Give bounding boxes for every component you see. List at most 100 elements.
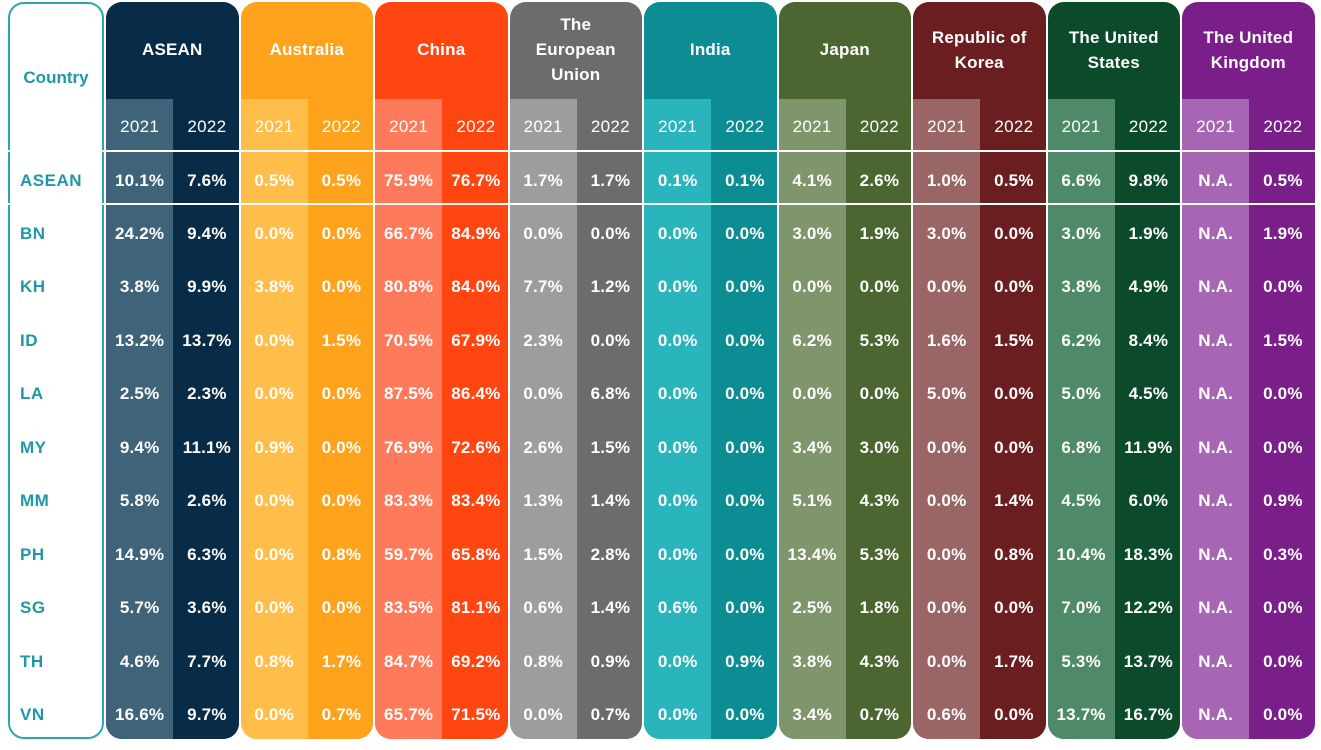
data-cell: 2.6% — [859, 171, 900, 190]
data-cell: 18.3% — [1123, 545, 1173, 564]
data-cell: 1.7% — [994, 652, 1034, 671]
data-cell: 0.7% — [859, 705, 900, 724]
year-band-2022-the-united-kingdom — [1249, 99, 1315, 739]
data-cell: 5.3% — [1061, 652, 1101, 671]
data-cell: 0.0% — [725, 277, 765, 296]
year-header-2021: 2021 — [927, 117, 967, 136]
data-cell: 0.5% — [321, 171, 362, 190]
data-cell: 69.2% — [451, 652, 501, 671]
data-cell: 0.0% — [321, 598, 362, 617]
year-header-2022: 2022 — [859, 117, 899, 136]
data-cell: 9.7% — [187, 705, 227, 724]
data-cell: 4.3% — [859, 491, 900, 510]
data-cell: 0.0% — [657, 705, 698, 724]
data-cell: 0.7% — [590, 705, 631, 724]
data-cell: 13.7% — [1123, 652, 1173, 671]
data-cell: 6.8% — [590, 384, 631, 403]
data-cell: 3.8% — [119, 277, 160, 296]
data-cell: 0.0% — [590, 331, 631, 350]
data-cell: 0.0% — [321, 277, 362, 296]
data-cell: 0.0% — [321, 384, 362, 403]
data-cell: 24.2% — [115, 224, 165, 243]
data-cell: 0.0% — [254, 224, 294, 243]
data-cell: 1.8% — [859, 598, 900, 617]
data-cell: 7.0% — [1061, 598, 1101, 617]
data-cell: 1.9% — [1263, 224, 1303, 243]
column-header-the-united-kingdom: The United Kingdom — [1203, 27, 1294, 72]
data-cell: 6.6% — [1061, 171, 1101, 190]
data-cell: 0.0% — [1263, 438, 1303, 457]
data-cell: 84.9% — [451, 224, 501, 243]
data-cell: 0.9% — [1263, 491, 1303, 510]
data-cell: 0.0% — [321, 438, 362, 457]
data-cell: 72.6% — [451, 438, 501, 457]
data-cell: 1.9% — [859, 224, 900, 243]
data-cell: 0.0% — [657, 224, 698, 243]
year-band-2021-the-united-kingdom — [1182, 99, 1250, 739]
row-label-la: LA — [20, 384, 44, 403]
data-cell: 3.4% — [792, 438, 832, 457]
data-cell: 0.0% — [859, 277, 900, 296]
data-cell: 0.1% — [657, 171, 698, 190]
row-label-id: ID — [20, 331, 38, 350]
column-header-the-european-union: The European Union — [535, 15, 616, 84]
year-band-2021-japan — [778, 99, 846, 739]
data-cell: 2.3% — [523, 331, 563, 350]
data-cell: 4.9% — [1128, 277, 1169, 296]
column-header-asean: ASEAN — [141, 40, 203, 59]
data-cell: 1.9% — [1128, 224, 1169, 243]
year-header-2021: 2021 — [658, 117, 698, 136]
data-cell: 0.5% — [1263, 171, 1303, 190]
data-cell: 83.3% — [384, 491, 434, 510]
data-cell: 76.7% — [451, 171, 501, 190]
data-cell: 0.0% — [657, 545, 698, 564]
data-cell: N.A. — [1198, 277, 1234, 296]
data-cell: 59.7% — [384, 545, 434, 564]
row-label-bn: BN — [20, 224, 46, 243]
data-cell: 1.5% — [321, 331, 362, 350]
data-cell: N.A. — [1198, 438, 1234, 457]
data-cell: 3.0% — [859, 438, 900, 457]
year-band-2021-republic-of-korea — [913, 99, 981, 739]
data-cell: 0.5% — [994, 171, 1034, 190]
data-cell: 0.0% — [994, 277, 1034, 296]
data-cell: 9.8% — [1128, 171, 1169, 190]
column-group-the-european-union — [509, 2, 642, 739]
data-cell: 0.0% — [725, 224, 765, 243]
country-column — [8, 2, 104, 739]
year-band-2022-republic-of-korea — [980, 99, 1046, 739]
data-cell: 1.4% — [590, 491, 631, 510]
data-cell: 84.0% — [451, 277, 501, 296]
data-cell: 0.0% — [725, 384, 765, 403]
data-cell: 0.0% — [254, 705, 294, 724]
data-cell: N.A. — [1198, 545, 1234, 564]
data-cell: 10.1% — [115, 171, 165, 190]
data-cell: 6.2% — [792, 331, 832, 350]
column-group-republic-of-korea — [913, 2, 1046, 739]
year-header-2021: 2021 — [523, 117, 563, 136]
data-cell: 6.0% — [1128, 491, 1169, 510]
column-header-the-united-states: The United States — [1068, 27, 1159, 72]
column-group-china — [375, 2, 508, 739]
data-cell: 1.7% — [321, 652, 362, 671]
data-cell: N.A. — [1198, 331, 1234, 350]
data-cell: 5.0% — [1061, 384, 1101, 403]
data-cell: 0.9% — [254, 438, 294, 457]
year-band-2022-china — [442, 99, 508, 739]
column-header-india: India — [689, 40, 731, 59]
data-cell: 1.5% — [523, 545, 563, 564]
data-cell: 0.3% — [1263, 545, 1303, 564]
data-cell: 0.0% — [1263, 277, 1303, 296]
data-cell: 14.9% — [115, 545, 165, 564]
data-cell: 4.6% — [119, 652, 160, 671]
data-cell: 7.6% — [187, 171, 227, 190]
data-cell: 71.5% — [451, 705, 501, 724]
data-cell: 0.9% — [725, 652, 765, 671]
data-cell: 5.8% — [119, 491, 160, 510]
data-cell: 13.2% — [115, 331, 165, 350]
data-cell: 0.6% — [523, 598, 563, 617]
year-header-2022: 2022 — [187, 117, 227, 136]
year-header-2021: 2021 — [389, 117, 429, 136]
data-cell: 2.3% — [187, 384, 227, 403]
data-cell: 87.5% — [384, 384, 434, 403]
